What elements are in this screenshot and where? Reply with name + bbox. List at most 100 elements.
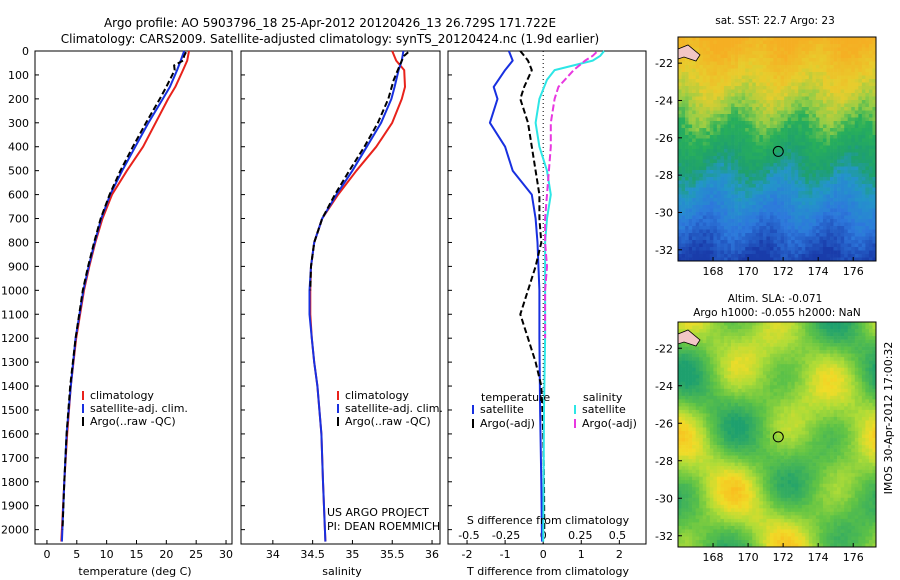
map-cell	[773, 156, 778, 160]
map-cell	[731, 332, 735, 337]
map-cell	[805, 233, 810, 237]
map-cell	[780, 332, 785, 337]
map-cell	[833, 44, 838, 48]
map-cell	[868, 79, 873, 83]
map-cell	[858, 343, 863, 347]
map-cell	[773, 187, 778, 192]
map-cell	[808, 240, 813, 244]
map-cell	[861, 346, 866, 351]
map-cell	[734, 360, 739, 365]
map-cell	[773, 381, 778, 386]
map-cell	[784, 247, 788, 251]
map-cell	[695, 93, 700, 97]
map-cell	[692, 128, 696, 132]
map-cell	[847, 187, 852, 192]
map-cell	[826, 159, 831, 164]
map-cell	[808, 198, 813, 202]
map-cell	[752, 51, 757, 55]
map-cell	[748, 75, 753, 80]
map-cell	[840, 339, 845, 344]
map-cell	[837, 219, 841, 223]
map-cell	[738, 75, 742, 80]
map-cell	[692, 124, 696, 129]
map-cell	[777, 254, 781, 258]
map-cell	[833, 72, 838, 76]
map-cell	[844, 353, 849, 358]
map-cell	[773, 343, 778, 347]
x-tick-label: 2	[616, 548, 623, 561]
map-cell	[745, 222, 750, 227]
map-cell	[791, 166, 795, 171]
map-cell	[805, 180, 810, 185]
map-cell	[755, 131, 760, 136]
map-cell	[702, 346, 707, 351]
map-cell	[822, 142, 827, 146]
map-cell	[815, 332, 820, 337]
map-cell	[780, 51, 785, 55]
map-cell	[822, 37, 827, 41]
map-cell	[734, 173, 739, 178]
map-cell	[748, 177, 753, 181]
map-cell	[685, 371, 689, 376]
map-cell	[745, 131, 750, 136]
map-cell	[706, 145, 711, 150]
map-cell	[844, 187, 849, 192]
map-cell	[819, 378, 824, 383]
map-cell	[780, 240, 785, 244]
map-cell	[720, 177, 725, 181]
map-cell	[868, 240, 873, 244]
map-cell	[755, 142, 760, 146]
map-cell	[773, 121, 778, 125]
map-cell	[812, 82, 817, 87]
map-cell	[738, 381, 742, 386]
map-cell	[787, 325, 792, 330]
map-cell	[702, 325, 707, 330]
map-cell	[798, 194, 803, 199]
map-cell	[837, 247, 841, 251]
map-cell	[681, 357, 686, 361]
map-cell	[720, 233, 725, 237]
map-cell	[762, 325, 767, 330]
map-cell	[858, 191, 863, 195]
map-cell	[837, 177, 841, 181]
map-cell	[713, 152, 718, 157]
map-cell	[766, 124, 771, 129]
map-cell	[769, 187, 774, 192]
map-cell	[709, 166, 714, 171]
map-cell	[762, 93, 767, 97]
map-cell	[815, 128, 820, 132]
map-cell	[819, 149, 824, 153]
map-cell	[798, 79, 803, 83]
map-cell	[815, 367, 820, 372]
map-cell	[844, 96, 849, 101]
map-cell	[791, 208, 795, 213]
map-cell	[805, 159, 810, 164]
map-cell	[837, 226, 841, 230]
map-cell	[787, 360, 792, 365]
map-cell	[801, 44, 806, 48]
map-cell	[858, 388, 863, 393]
map-cell	[713, 212, 718, 216]
map-cell	[685, 79, 689, 83]
map-cell	[830, 229, 834, 234]
map-cell	[780, 236, 785, 241]
map-cell	[769, 357, 774, 361]
map-cell	[692, 82, 696, 87]
map-cell	[706, 100, 711, 104]
map-cell	[748, 61, 753, 66]
map-cell	[777, 159, 781, 164]
map-cell	[837, 329, 841, 333]
map-cell	[752, 350, 757, 354]
map-cell	[822, 339, 827, 344]
map-cell	[769, 184, 774, 188]
map-cell	[872, 226, 877, 230]
map-cell	[854, 208, 859, 213]
map-cell	[755, 240, 760, 244]
map-cell	[709, 110, 714, 115]
map-cell	[752, 82, 757, 87]
map-cell	[826, 388, 831, 393]
map-cell	[699, 371, 704, 376]
map-cell	[791, 364, 795, 369]
map-cell	[784, 226, 788, 230]
map-cell	[815, 219, 820, 223]
